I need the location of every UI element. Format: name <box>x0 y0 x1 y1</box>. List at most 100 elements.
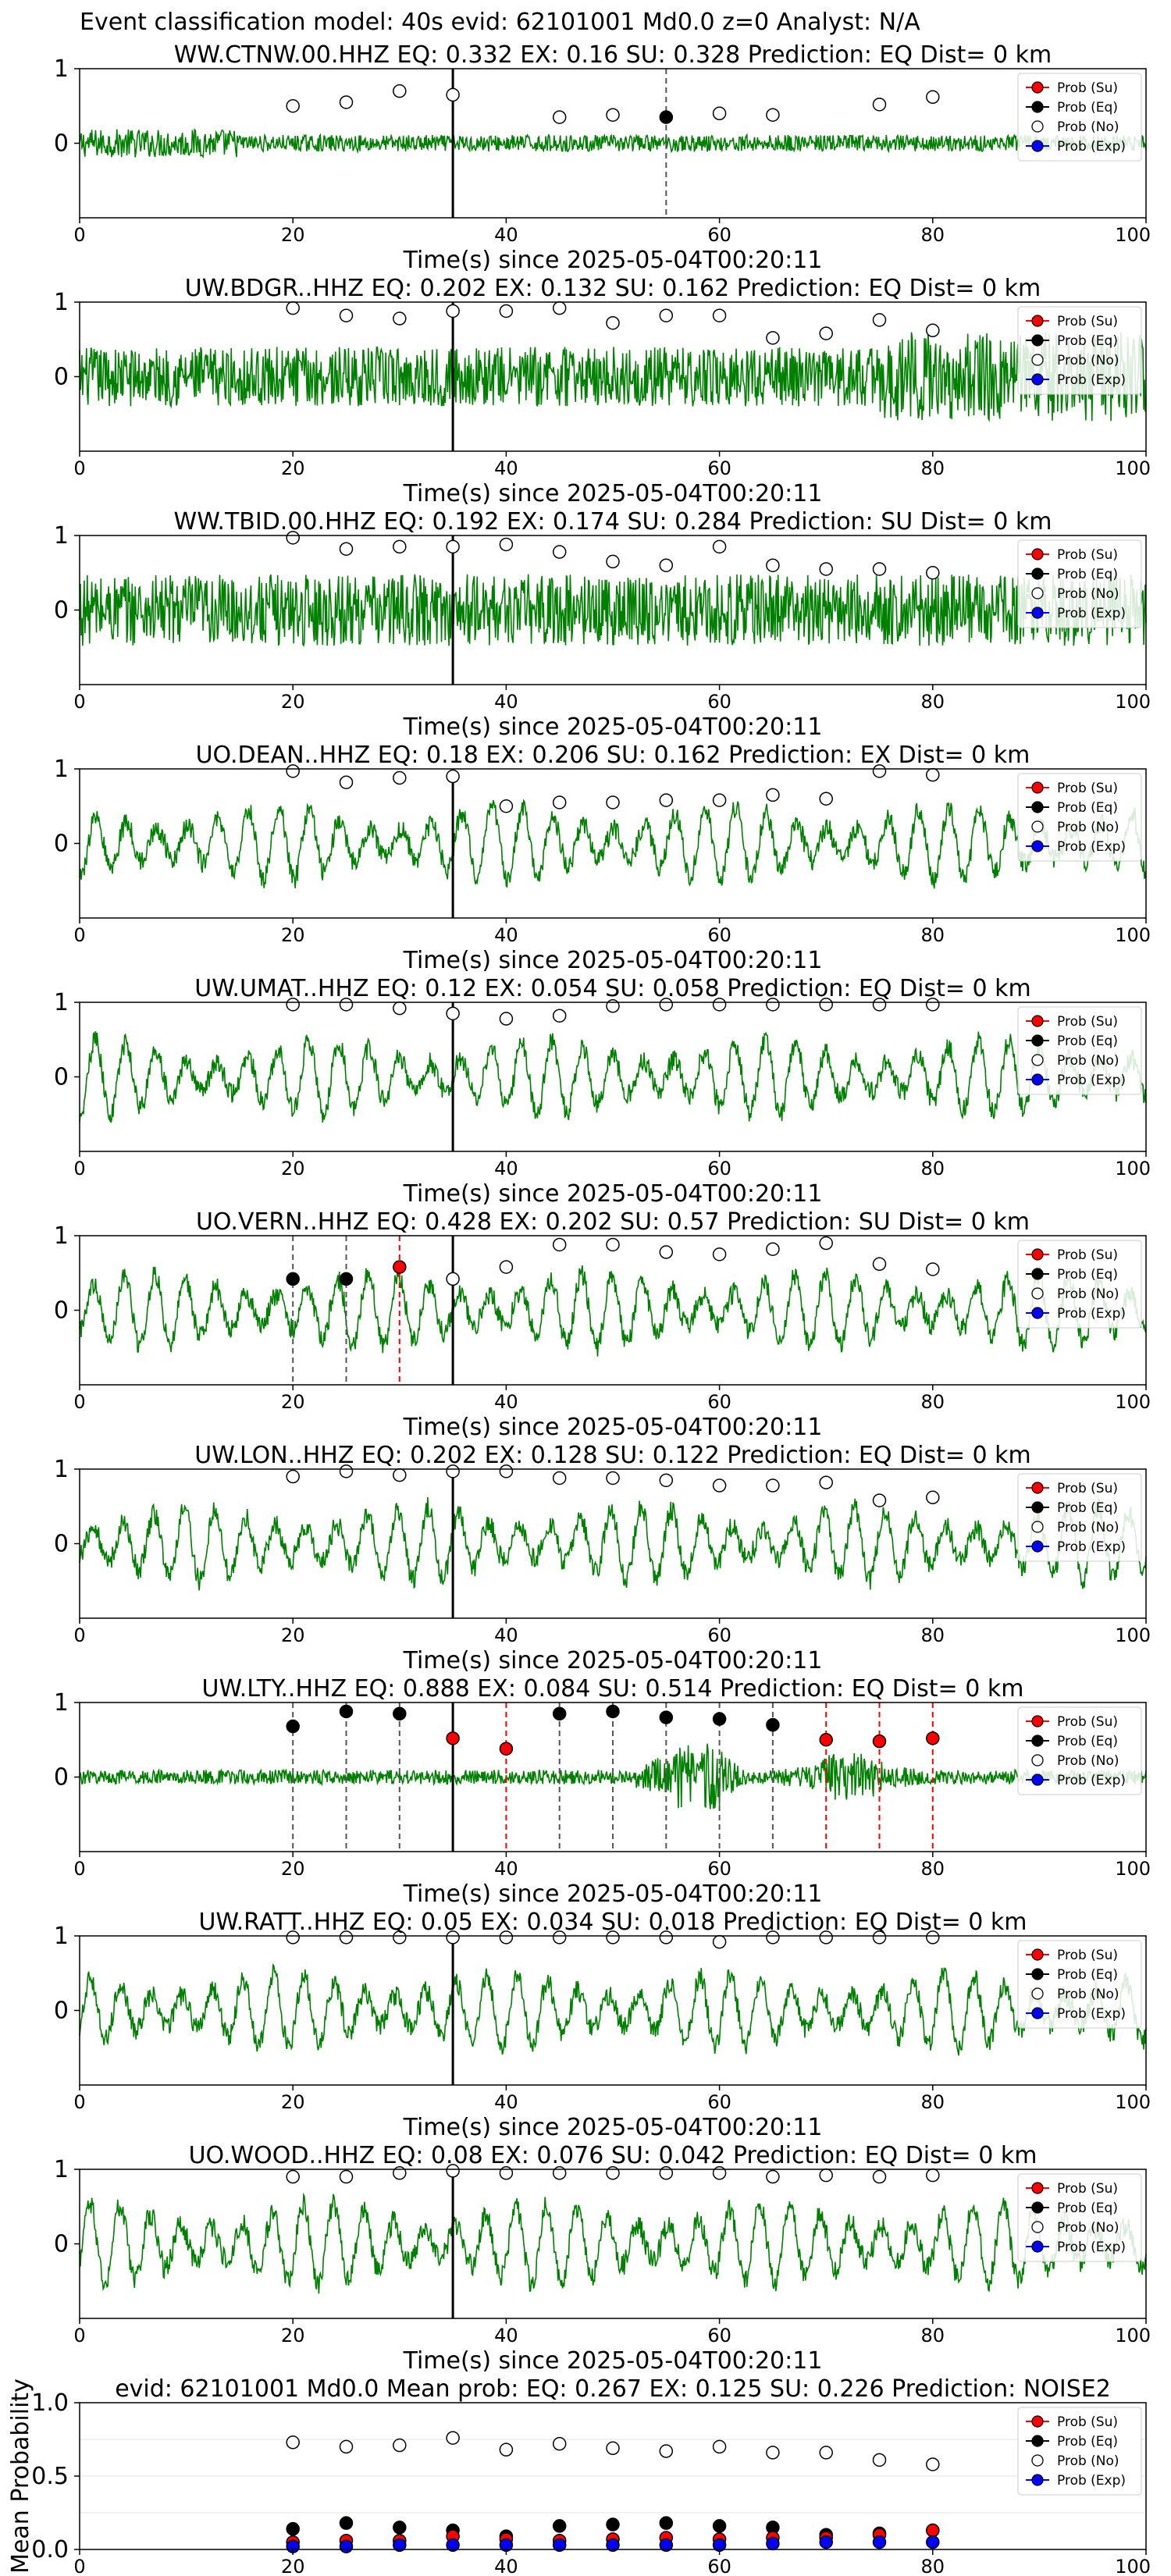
legend: Prob (Su) Prob (Eq) Prob (No) Prob (Exp) <box>1017 1006 1142 1095</box>
legend-marker <box>1031 315 1044 327</box>
mean-prob-point <box>712 2439 727 2454</box>
legend: Prob (Su) Prob (Eq) Prob (No) Prob (Exp) <box>1017 306 1142 395</box>
prob-no-point <box>393 1001 407 1016</box>
y-tick-label: 0 <box>54 1764 69 1791</box>
waveform-trace <box>79 332 1147 422</box>
legend-entry-label: Prob (No) <box>1057 586 1119 602</box>
prob-no-point <box>552 1009 567 1023</box>
prob-no-point <box>446 1272 460 1286</box>
prob-no-point <box>819 1236 833 1251</box>
legend-box <box>1017 1473 1142 1562</box>
x-tick-label: 20 <box>281 1158 305 1179</box>
x-tick-label: 40 <box>494 2325 518 2347</box>
legend-entry-label: Prob (Exp) <box>1057 1773 1126 1788</box>
legend: Prob (Su) Prob (Eq) Prob (No) Prob (Exp) <box>1017 1940 1142 2029</box>
x-tick-label: 20 <box>281 224 305 246</box>
prob-no-point <box>819 1930 833 1944</box>
subplot-title: UW.BDGR..HHZ EQ: 0.202 EX: 0.132 SU: 0.1… <box>185 275 1041 302</box>
prob-no-point <box>339 2169 354 2184</box>
x-tick-label: 40 <box>494 691 518 713</box>
x-tick-label: 100 <box>1115 1624 1151 1646</box>
prob-no-point <box>552 545 567 559</box>
prob-eq-point <box>766 1717 780 1732</box>
mean-prob-point <box>446 2538 460 2553</box>
prob-eq-point <box>286 1272 300 1286</box>
prob-no-point <box>819 326 833 340</box>
x-tick-label: 40 <box>494 1158 518 1179</box>
subplot-title: UW.LTY..HHZ EQ: 0.888 EX: 0.084 SU: 0.51… <box>202 1675 1024 1703</box>
prob-no-point <box>286 1930 300 1944</box>
legend-entry-label: Prob (Eq) <box>1057 1034 1118 1049</box>
prob-su-point <box>819 1733 833 1747</box>
prob-no-point <box>712 2166 727 2180</box>
prob-eq-point <box>659 1710 674 1724</box>
legend-marker <box>1031 373 1044 386</box>
x-tick-label: 80 <box>921 691 945 713</box>
mean-prob-point <box>393 2521 407 2535</box>
prob-no-point <box>393 84 407 98</box>
prob-no-point <box>499 1464 514 1478</box>
subplot-title: UW.LON..HHZ EQ: 0.202 EX: 0.128 SU: 0.12… <box>194 1442 1030 1469</box>
prob-no-point <box>606 1930 620 1944</box>
prob-no-point <box>926 90 940 105</box>
legend-marker <box>1031 568 1044 580</box>
legend-marker <box>1031 2435 1044 2447</box>
x-tick-label: 0 <box>73 1158 85 1179</box>
prob-no-point <box>339 1930 354 1944</box>
prob-no-point <box>339 775 354 789</box>
subplot-title: UW.RATT..HHZ EQ: 0.05 EX: 0.034 SU: 0.01… <box>198 1909 1027 1936</box>
subplot-1: 0 20 40 60 80 100 0 1 WW.CTNW.00.HHZ EQ: 0.332 E… <box>54 41 1151 274</box>
subplot-4: 0 20 40 60 80 100 0 1 UO.DEAN..HHZ EQ: 0.18 EX: … <box>54 742 1151 974</box>
legend-entry-label: Prob (Su) <box>1057 2414 1118 2430</box>
x-tick-label: 60 <box>707 1158 731 1179</box>
x-tick-label: 80 <box>921 1624 945 1646</box>
legend-marker <box>1031 1715 1044 1727</box>
legend-box <box>1017 2173 1142 2262</box>
prob-no-point <box>872 764 887 778</box>
legend-entry-label: Prob (Exp) <box>1057 2473 1126 2489</box>
legend: Prob (Su) Prob (Eq) Prob (No) Prob (Exp) <box>1017 73 1142 162</box>
legend-box <box>1017 773 1142 862</box>
legend-box <box>1017 73 1142 162</box>
x-tick-label: 0 <box>73 1391 85 1413</box>
y-tick-label: 0 <box>54 130 69 158</box>
x-tick-label: 40 <box>494 224 518 246</box>
legend-entry-label: Prob (Exp) <box>1057 2006 1126 2022</box>
prob-eq-point <box>393 1706 407 1721</box>
legend: Prob (Su) Prob (Eq) Prob (No) Prob (Exp) <box>1017 1240 1142 1329</box>
x-axis-label: Time(s) since 2025-05-04T00:20:11 <box>403 1180 823 1208</box>
y-axis-label: Mean Probability <box>7 2379 34 2574</box>
subplot-title: UO.WOOD..HHZ EQ: 0.08 EX: 0.076 SU: 0.04… <box>189 2142 1038 2169</box>
x-tick-label: 100 <box>1115 457 1151 479</box>
prob-no-point <box>499 537 514 552</box>
prob-eq-point <box>339 1272 354 1286</box>
prob-eq-point <box>712 1712 727 1726</box>
x-axis-label: Time(s) since 2025-05-04T00:20:11 <box>403 247 823 274</box>
mean-prob-point <box>552 2436 567 2451</box>
prob-no-point <box>286 1469 300 1484</box>
legend: Prob (Su) Prob (Eq) Prob (No) Prob (Exp) <box>1017 539 1142 628</box>
legend-marker <box>1031 587 1044 600</box>
legend-entry-label: Prob (Su) <box>1057 1247 1118 1263</box>
legend-marker <box>1031 548 1044 560</box>
legend-box <box>1017 1940 1142 2029</box>
prob-no-point <box>659 308 674 322</box>
legend-marker <box>1031 2454 1044 2467</box>
prob-no-point <box>552 301 567 315</box>
prob-no-point <box>926 1930 940 1944</box>
prob-no-point <box>339 308 354 322</box>
prob-no-point <box>766 1242 780 1256</box>
prob-no-point <box>393 1930 407 1944</box>
prob-no-point <box>819 792 833 806</box>
prob-no-point <box>393 1468 407 1482</box>
mean-prob-point <box>446 2431 460 2445</box>
prob-no-point <box>606 1237 620 1252</box>
mean-prob-point <box>872 2535 887 2549</box>
prob-no-point <box>659 558 674 572</box>
x-tick-label: 80 <box>921 924 945 946</box>
x-axis-label: Time(s) since 2025-05-04T00:20:11 <box>403 2347 823 2375</box>
x-tick-label: 40 <box>494 1391 518 1413</box>
prob-no-point <box>286 2169 300 2184</box>
prob-no-point <box>552 2166 567 2180</box>
x-axis-label: Time(s) since 2025-05-04T00:20:11 <box>403 1414 823 1441</box>
